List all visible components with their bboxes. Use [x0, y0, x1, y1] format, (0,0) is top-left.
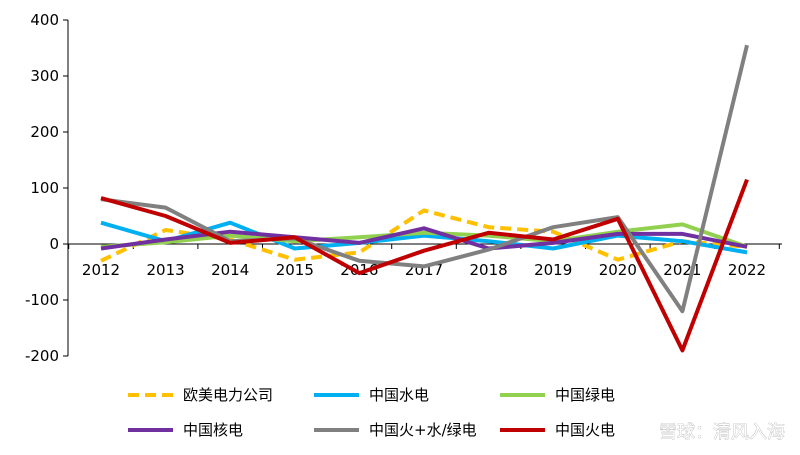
legend-item: 中国核电 — [128, 421, 243, 439]
chart-axes: -200 -100 0 100 200 300 400 2012 2013 2014 2015 201… — [25, 11, 782, 365]
x-tick-label: 2014 — [211, 261, 249, 279]
legend-label: 中国水电 — [369, 386, 429, 404]
x-tick-label: 2018 — [470, 261, 508, 279]
x-tick-label: 2015 — [276, 261, 314, 279]
legend-label: 欧美电力公司 — [183, 386, 273, 404]
y-tick-label: 0 — [49, 235, 59, 253]
y-tick-label: -100 — [25, 291, 59, 309]
series-line — [100, 178, 749, 353]
y-tick-label: 400 — [30, 11, 59, 29]
legend-item: 中国火电 — [500, 421, 615, 439]
legend-label: 中国绿电 — [555, 386, 615, 404]
x-tick-label: 2019 — [534, 261, 572, 279]
x-tick-label: 2013 — [147, 261, 185, 279]
x-tick-label: 2012 — [82, 261, 120, 279]
series-line — [100, 44, 749, 314]
x-tick-label: 2016 — [340, 261, 378, 279]
legend-label: 中国火+水/绿电 — [369, 421, 477, 439]
chart-series — [100, 44, 749, 353]
legend-label: 中国核电 — [183, 421, 243, 439]
legend-item: 中国火+水/绿电 — [314, 421, 477, 439]
x-tick-label: 2022 — [728, 261, 766, 279]
y-tick-label: 300 — [30, 67, 59, 85]
x-tick-label: 2020 — [599, 261, 637, 279]
series-line — [100, 208, 748, 263]
y-tick-label: -200 — [25, 347, 59, 365]
series-line — [100, 222, 748, 249]
legend-item: 中国绿电 — [500, 386, 615, 404]
y-tick-label: 100 — [30, 179, 59, 197]
legend-item: 中国水电 — [314, 386, 429, 404]
legend-item: 欧美电力公司 — [128, 386, 273, 404]
legend-label: 中国火电 — [555, 421, 615, 439]
watermark-text: 雪球：清风入海 — [659, 422, 785, 443]
y-tick-label: 200 — [30, 123, 59, 141]
